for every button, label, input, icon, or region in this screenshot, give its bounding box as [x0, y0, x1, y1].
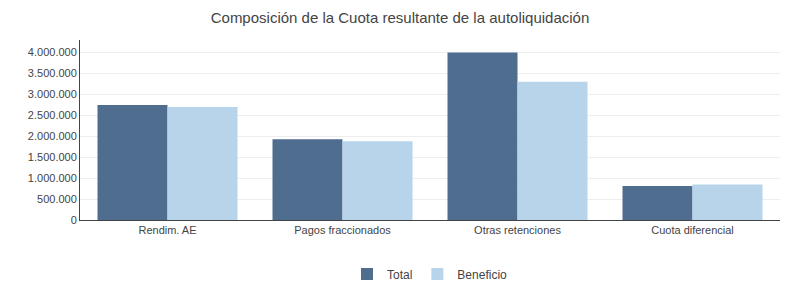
svg-text:3.000.000: 3.000.000 — [28, 88, 77, 100]
svg-text:Cuota diferencial: Cuota diferencial — [651, 224, 734, 236]
svg-text:2.000.000: 2.000.000 — [28, 130, 77, 142]
svg-text:0: 0 — [71, 214, 77, 226]
svg-text:1.000.000: 1.000.000 — [28, 172, 77, 184]
svg-text:Total: Total — [387, 268, 412, 282]
svg-text:2.500.000: 2.500.000 — [28, 109, 77, 121]
svg-text:Rendim. AE: Rendim. AE — [138, 224, 196, 236]
svg-text:3.500.000: 3.500.000 — [28, 67, 77, 79]
svg-text:4.000.000: 4.000.000 — [28, 46, 77, 58]
svg-text:Beneficio: Beneficio — [457, 268, 507, 282]
svg-text:1.500.000: 1.500.000 — [28, 151, 77, 163]
svg-text:Composición de la Cuota result: Composición de la Cuota resultante de la… — [211, 9, 590, 26]
svg-text:500.000: 500.000 — [37, 193, 77, 205]
svg-text:Pagos fraccionados: Pagos fraccionados — [294, 224, 391, 236]
svg-text:Otras retenciones: Otras retenciones — [474, 224, 561, 236]
